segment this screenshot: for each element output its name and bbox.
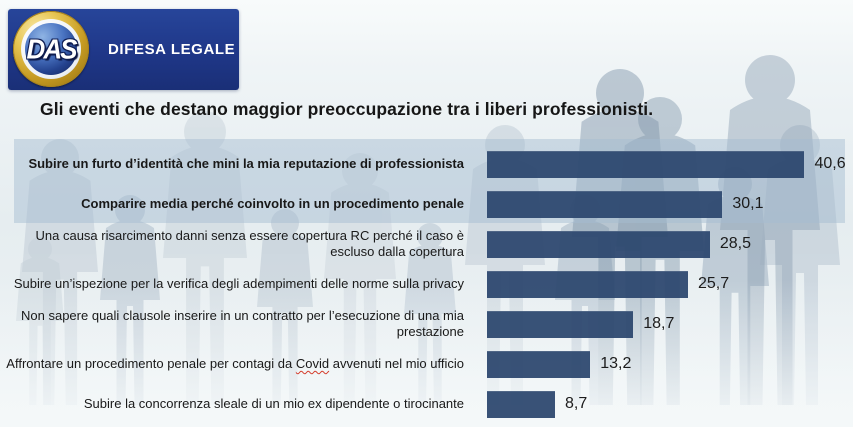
- bar-label: Subire un’ispezione per la verifica degl…: [13, 276, 464, 292]
- bar-chart: Subire un furto d’identità che mini la m…: [0, 144, 853, 424]
- bar-label: Subire la concorrenza sleale di un mio e…: [83, 396, 464, 412]
- bar-value: 40,6: [814, 155, 846, 172]
- bar: [487, 390, 556, 418]
- bar: [487, 270, 688, 298]
- das-emblem-icon: DAS: [13, 11, 89, 87]
- bar-value: 18,7: [643, 315, 675, 332]
- bar: [487, 310, 634, 338]
- bar-value: 28,5: [719, 235, 751, 252]
- chart-row: Subire un furto d’identità che mini la m…: [0, 144, 853, 184]
- bar-value: 13,2: [600, 355, 632, 372]
- bar: [487, 150, 805, 178]
- das-emblem-text: DAS: [26, 32, 78, 65]
- das-logo: DAS DIFESA LEGALE: [8, 9, 239, 90]
- chart-row: Subire un’ispezione per la verifica degl…: [0, 264, 853, 304]
- chart-row: Subire la concorrenza sleale di un mio e…: [0, 384, 853, 424]
- spellcheck-underline: Covid: [295, 356, 330, 372]
- bar: [487, 190, 723, 218]
- bar-value: 8,7: [565, 395, 588, 412]
- chart-row: Affrontare un procedimento penale per co…: [0, 344, 853, 384]
- chart-row: Una causa risarcimento danni senza esser…: [0, 224, 853, 264]
- bar-label: Subire un furto d’identità che mini la m…: [28, 156, 464, 172]
- logo-wordmark: DIFESA LEGALE: [108, 41, 236, 58]
- bar-value: 30,1: [732, 195, 764, 212]
- bar-label: Comparire media perché coinvolto in un p…: [81, 196, 464, 212]
- bar-label: Una causa risarcimento danni senza esser…: [35, 228, 465, 259]
- bar: [487, 350, 591, 378]
- chart-row: Comparire media perché coinvolto in un p…: [0, 184, 853, 224]
- bar-value: 25,7: [697, 275, 730, 292]
- emblem-blue-core: DAS: [25, 23, 77, 75]
- bar-label: Non sapere quali clausole inserire in un…: [21, 308, 464, 339]
- chart-title: Gli eventi che destano maggior preoccupa…: [40, 99, 654, 119]
- chart-row: Non sapere quali clausole inserire in un…: [0, 304, 853, 344]
- bar-label: Affrontare un procedimento penale per co…: [6, 356, 464, 372]
- bar: [487, 230, 710, 258]
